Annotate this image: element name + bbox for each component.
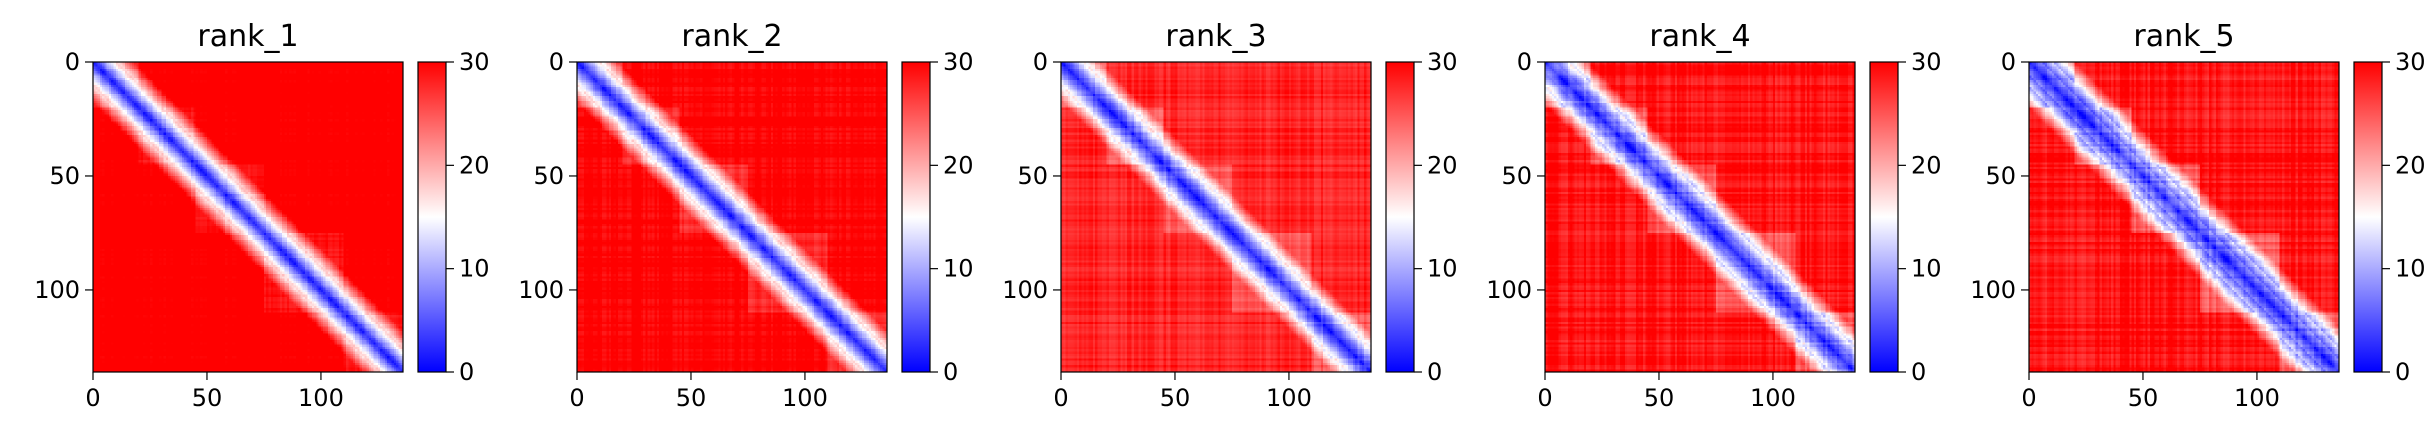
panel-title: rank_3	[1165, 19, 1266, 54]
colorbar	[901, 61, 931, 373]
x-tick-label: 100	[2234, 384, 2280, 412]
y-tick-label: 50	[1501, 162, 1532, 190]
x-tick-label: 50	[1644, 384, 1675, 412]
colorbar-tick-label: 30	[459, 48, 490, 76]
colorbar	[1385, 61, 1415, 373]
y-tick-label: 50	[49, 162, 80, 190]
x-tick-label: 0	[569, 384, 584, 412]
panel-5: rank_5 0 50 100 0 50 100 0 10 20 30	[1970, 19, 2425, 412]
heatmap-image	[2029, 62, 2339, 372]
x-tick-label: 100	[298, 384, 344, 412]
x-tick-label: 0	[1537, 384, 1552, 412]
x-tick-label: 0	[1053, 384, 1068, 412]
x-tick-label: 100	[782, 384, 828, 412]
colorbar-tick-label: 0	[1911, 358, 1926, 386]
heatmap-image	[93, 62, 403, 372]
colorbar-tick-label: 0	[943, 358, 958, 386]
heatmap-image	[1061, 62, 1371, 372]
y-tick-label: 100	[1486, 276, 1532, 304]
x-tick-label: 0	[2021, 384, 2036, 412]
colorbar-tick-label: 0	[1427, 358, 1442, 386]
colorbar-tick-label: 30	[2395, 48, 2426, 76]
y-tick-label: 0	[549, 48, 564, 76]
heatmap-image	[1545, 62, 1855, 372]
x-tick-label: 0	[85, 384, 100, 412]
y-tick-label: 100	[518, 276, 564, 304]
colorbar-tick-label: 10	[1911, 255, 1942, 283]
y-tick-label: 0	[2001, 48, 2016, 76]
panel-title: rank_5	[2133, 19, 2234, 54]
panel-2: rank_2 0 50 100 0 50 100 0 10 20 30	[518, 19, 973, 412]
colorbar-tick-label: 10	[1427, 255, 1458, 283]
y-tick-label: 50	[533, 162, 564, 190]
plot-frame	[1060, 61, 1372, 373]
y-tick-label: 100	[34, 276, 80, 304]
y-tick-label: 100	[1970, 276, 2016, 304]
colorbar-tick-label: 30	[943, 48, 974, 76]
x-tick-label: 50	[676, 384, 707, 412]
colorbar	[1869, 61, 1899, 373]
plot-frame	[576, 61, 888, 373]
colorbar-tick-label: 20	[1427, 151, 1458, 179]
x-tick-label: 50	[2128, 384, 2159, 412]
y-tick-label: 0	[1033, 48, 1048, 76]
y-tick-label: 0	[65, 48, 80, 76]
panel-title: rank_2	[681, 19, 782, 54]
heatmap-image	[577, 62, 887, 372]
colorbar-tick-label: 30	[1427, 48, 1458, 76]
y-tick-label: 0	[1517, 48, 1532, 76]
colorbar-tick-label: 20	[459, 151, 490, 179]
colorbar-tick-label: 10	[943, 255, 974, 283]
y-tick-label: 50	[1985, 162, 2016, 190]
panel-4: rank_4 0 50 100 0 50 100 0 10 20 30	[1486, 19, 1941, 412]
x-tick-label: 50	[192, 384, 223, 412]
x-tick-label: 50	[1160, 384, 1191, 412]
x-tick-label: 100	[1750, 384, 1796, 412]
colorbar	[417, 61, 447, 373]
x-tick-label: 100	[1266, 384, 1312, 412]
plot-frame	[92, 61, 404, 373]
panel-title: rank_1	[197, 19, 298, 54]
plot-frame	[2028, 61, 2340, 373]
colorbar-tick-label: 10	[459, 255, 490, 283]
y-tick-label: 100	[1002, 276, 1048, 304]
panel-3: rank_3 0 50 100 0 50 100 0 10 20 30	[1002, 19, 1457, 412]
plot-frame	[1544, 61, 1856, 373]
panel-1: rank_1 0 50 100 0 50 100 0 10 20 30	[34, 19, 489, 412]
colorbar-tick-label: 20	[2395, 151, 2426, 179]
panel-title: rank_4	[1649, 19, 1750, 54]
colorbar-tick-label: 0	[2395, 358, 2410, 386]
colorbar-tick-label: 20	[943, 151, 974, 179]
colorbar	[2353, 61, 2383, 373]
colorbar-tick-label: 10	[2395, 255, 2426, 283]
y-tick-label: 50	[1017, 162, 1048, 190]
colorbar-tick-label: 20	[1911, 151, 1942, 179]
colorbar-tick-label: 30	[1911, 48, 1942, 76]
colorbar-tick-label: 0	[459, 358, 474, 386]
